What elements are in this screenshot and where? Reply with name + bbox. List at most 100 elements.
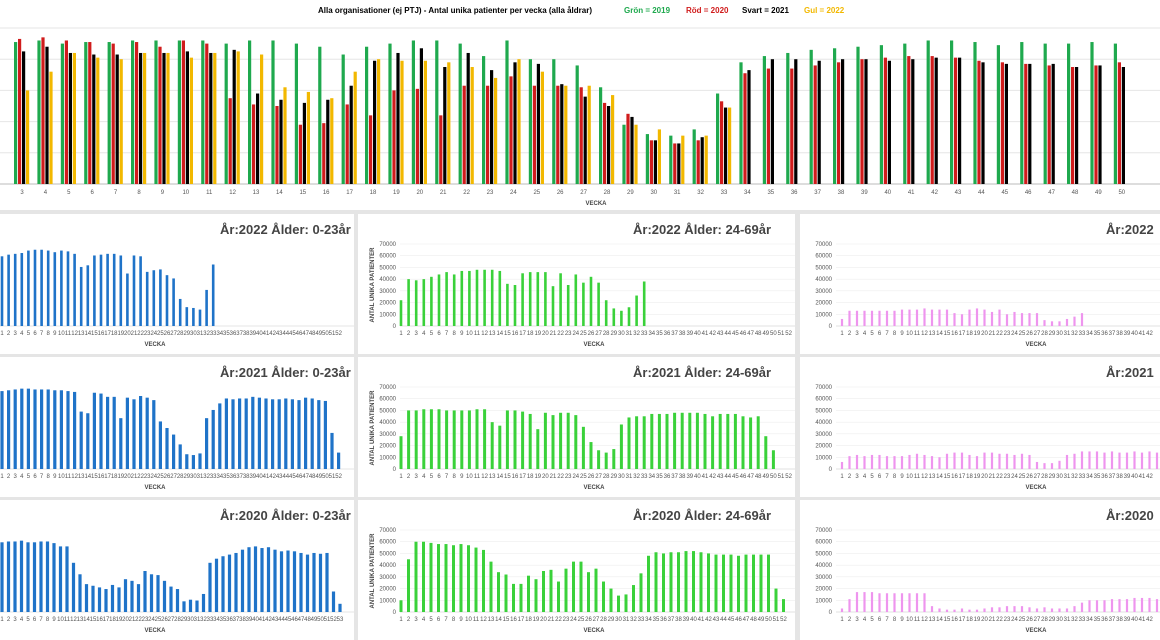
bar-grön [271,40,275,185]
x-tick-label: 20 [124,331,131,337]
x-tick-label: 22 [137,474,144,480]
x-tick-label: 28 [177,474,184,480]
x-tick-label: 23 [565,331,572,337]
x-tick-label: 10 [906,474,913,480]
x-tick-label: 24 [570,617,577,623]
x-tick-label: 26 [1026,331,1033,337]
x-tick-label: 38 [1116,331,1123,337]
bar-röd [649,140,653,184]
x-tick-label: 1 [0,474,4,480]
x-tick-label: 12 [480,617,487,623]
bar [145,397,149,469]
bar-svart [162,52,166,185]
y-tick-label: 10000 [815,455,832,461]
bar-svart [536,63,540,184]
x-tick-label: 42 [709,474,716,480]
bar-grön [833,48,837,184]
bar [165,275,169,326]
bar-svart [607,106,611,184]
bar [752,554,755,612]
bar [1013,311,1016,326]
x-tick-label: 48 [755,331,762,337]
bar-grön [739,62,743,184]
x-tick-label: 4 [863,331,867,337]
x-tick-label: 44 [720,617,727,623]
bar [132,255,136,326]
y-tick-label: 50000 [815,408,832,414]
bar [684,551,688,612]
x-tick-label: 26 [588,331,595,337]
legend-item: Svart = 2021 [742,6,789,15]
x-tick-label: 45 [285,617,292,623]
bar [543,412,547,469]
bar [597,450,601,469]
bar [930,309,934,326]
x-tick-label: 35 [656,331,663,337]
bar [669,552,673,612]
x-tick-label: 22 [996,617,1003,623]
x-tick-label: 18 [527,474,534,480]
bar-grön [201,40,205,185]
bar [58,546,63,612]
x-tick-label: 17 [519,474,526,480]
bar [414,541,418,612]
x-tick-label: 30 [615,617,622,623]
bar [158,421,162,469]
bar [1065,318,1069,326]
x-tick-label: 46 [291,617,298,623]
x-tick-label: 39 [249,474,256,480]
bar-grön [294,43,298,184]
bar [624,594,628,612]
bar-röd [883,57,887,184]
bar [52,543,56,612]
x-tick-label: 14 [936,474,943,480]
y-tick-label: 30000 [379,432,396,438]
x-tick-label: 35 [1094,617,1101,623]
y-tick-label: 60000 [379,540,396,546]
x-tick-label: 48 [755,474,762,480]
bar [767,554,770,612]
x-tick-label: 33 [1079,617,1086,623]
x-tick-label: 29 [1049,331,1056,337]
bar [323,400,327,469]
x-tick-label: 22 [557,474,564,480]
bar-svart [256,93,260,184]
bar-röd [790,68,794,184]
x-tick-label: 28 [1041,617,1048,623]
x-tick-label: 26 [585,617,592,623]
bar [251,396,255,469]
panel-title: År:2022 Ålder: 24-69år [633,222,771,237]
bar [647,555,650,612]
bar [551,415,555,469]
bar [983,452,986,469]
bar [437,544,440,612]
bar-gul [423,60,427,185]
x-tick-label: 27 [170,331,177,337]
bar [482,549,485,612]
x-tick-label: 17 [104,474,111,480]
x-tick-label: 22 [996,474,1003,480]
x-tick-label: 9 [460,331,464,337]
bar [572,561,575,612]
bar [266,547,271,612]
bar [297,400,301,469]
bar [1140,452,1144,469]
x-tick-label: 7 [885,474,889,480]
bar-svart [139,52,143,185]
x-tick-label: 19 [974,617,981,623]
bar [198,309,202,326]
bar-gul [564,85,568,184]
x-tick-label: 51 [778,474,785,480]
x-tick-label: 20 [540,617,547,623]
tick-label: 17 [346,190,353,196]
bar-svart [302,102,306,184]
x-axis-label: VECKA [144,628,166,634]
x-tick-label: 6 [878,617,882,623]
bar [1013,454,1016,469]
bar [13,541,17,612]
x-tick-label: 12 [921,331,928,337]
panel-2020-pink: År:2020 0 10000 20000 30000 40000 50000 60000 70… [800,500,1160,640]
x-tick-label: 38 [243,331,250,337]
x-tick-label: 5 [870,331,874,337]
